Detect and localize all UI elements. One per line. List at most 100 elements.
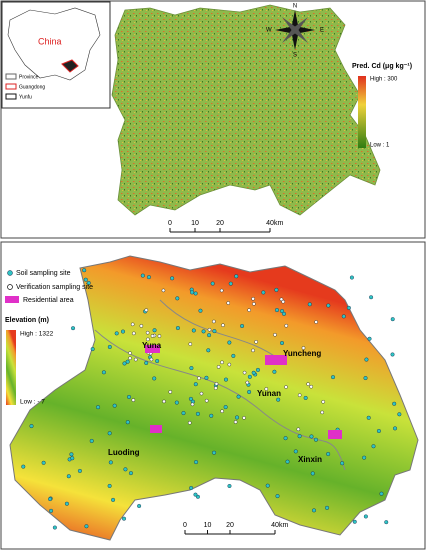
verification-site: [306, 382, 310, 386]
soil-site: [195, 494, 200, 499]
legend-swatch: [5, 93, 17, 100]
soil-site: [247, 389, 252, 394]
soil-site: [207, 333, 212, 338]
soil-site: [236, 394, 241, 399]
soil-site: [363, 376, 368, 381]
soil-site: [83, 277, 88, 282]
residential-area: [265, 355, 287, 365]
soil-site: [212, 450, 217, 455]
place-label: Yuncheng: [283, 349, 321, 358]
soil-site: [223, 405, 228, 410]
soil-site: [70, 456, 75, 461]
legend-swatch: [5, 83, 17, 90]
elevation-map: [9, 255, 419, 541]
soil-site: [326, 303, 331, 308]
soil-site: [49, 508, 54, 513]
soil-site: [274, 287, 279, 292]
verification-site: [242, 416, 246, 420]
soil-site: [128, 471, 133, 476]
soil-site: [125, 420, 130, 425]
legend-symbol: [7, 270, 13, 276]
soil-site: [369, 295, 374, 300]
soil-site: [362, 455, 367, 460]
soil-site: [107, 431, 112, 436]
soil-site: [397, 412, 402, 417]
verification-site: [197, 376, 201, 381]
soil-site: [96, 405, 101, 410]
soil-site: [175, 326, 180, 331]
soil-site: [188, 396, 193, 401]
residential-area: [145, 345, 160, 353]
verification-site: [207, 327, 212, 332]
soil-site: [122, 516, 127, 521]
soil-site: [227, 340, 232, 345]
soil-site: [340, 461, 345, 466]
soil-site: [152, 376, 157, 381]
scale-bar: 0 10 20 40 km: [183, 522, 289, 535]
scale-label: 10: [204, 522, 212, 529]
soil-site: [235, 415, 240, 420]
elevation-high: High : 1322: [20, 331, 54, 338]
soil-site: [193, 291, 198, 296]
soil-site: [48, 497, 53, 502]
soil-site: [122, 361, 127, 366]
verification-site: [221, 323, 225, 327]
verification-site: [284, 385, 288, 389]
verification-site: [227, 362, 232, 367]
verification-site: [162, 399, 166, 404]
soil-site: [210, 281, 215, 286]
soil-site: [191, 328, 196, 333]
soil-site: [309, 434, 314, 439]
soil-site: [82, 268, 87, 273]
cd-low: Low : 1: [370, 143, 390, 149]
compass-n: N: [293, 4, 297, 10]
soil-site: [108, 460, 113, 465]
soil-site: [240, 324, 245, 329]
compass: N S E W: [266, 4, 324, 59]
verification-site: [251, 348, 255, 353]
soil-site: [261, 290, 266, 295]
verification-site: [214, 382, 219, 386]
soil-site: [247, 374, 252, 379]
soil-site: [393, 426, 398, 431]
soil-site: [89, 438, 94, 443]
soil-site: [392, 401, 397, 406]
soil-site: [280, 309, 285, 314]
place-label: Xinxin: [298, 455, 322, 464]
verification-site: [245, 380, 250, 385]
soil-site: [152, 328, 157, 333]
soil-site: [227, 483, 232, 488]
elevation-colorbar: [6, 330, 16, 405]
soil-site: [174, 400, 179, 405]
soil-site: [206, 348, 211, 353]
soil-site: [272, 369, 277, 374]
soil-site: [367, 336, 372, 341]
soil-site: [223, 377, 228, 382]
soil-site: [107, 483, 112, 488]
inset-country: China: [38, 36, 62, 46]
soil-site: [146, 275, 151, 280]
soil-site: [170, 276, 175, 281]
soil-site: [195, 411, 200, 416]
soil-site: [194, 460, 199, 465]
verification-site: [146, 337, 150, 342]
guangdong: [61, 59, 79, 73]
compass-s: S: [293, 53, 297, 59]
verification-site: [320, 410, 324, 415]
soil-site: [366, 415, 371, 420]
verification-site: [188, 342, 193, 346]
soil-site: [209, 413, 214, 418]
soil-site: [112, 403, 117, 408]
soil-site: [251, 370, 256, 375]
soil-site: [376, 429, 381, 434]
scale-unit: km: [274, 220, 284, 227]
soil-site: [212, 329, 217, 334]
soil-site: [276, 397, 281, 402]
scale-label: 10: [191, 220, 199, 227]
sampling-sites: [21, 268, 402, 530]
verification-site: [132, 331, 136, 336]
soil-site: [265, 483, 270, 488]
soil-site: [144, 360, 149, 365]
verification-site: [212, 319, 216, 324]
